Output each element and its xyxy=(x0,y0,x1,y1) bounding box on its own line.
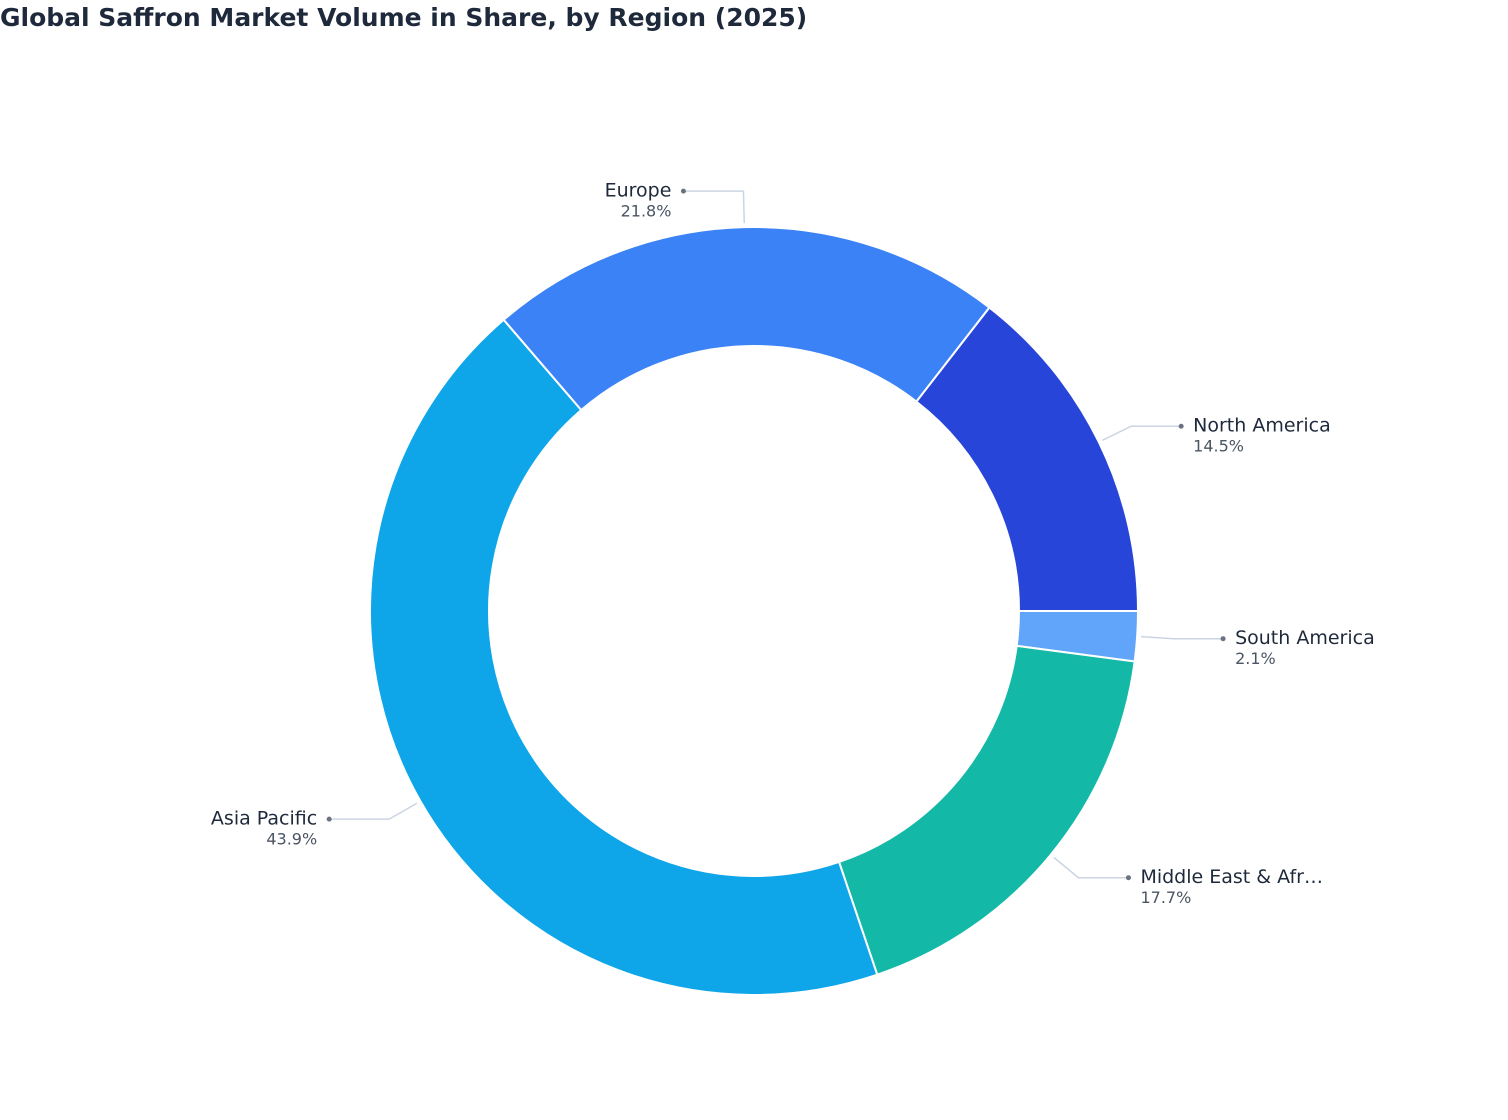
leader-line xyxy=(683,190,745,224)
leader-line xyxy=(1053,856,1129,879)
slice xyxy=(369,318,879,996)
slice-value-label: 14.5% xyxy=(1193,437,1244,456)
slice xyxy=(915,306,1140,612)
chart-title: Global Saffron Market Volume in Share, b… xyxy=(0,3,807,32)
leader-dot xyxy=(1125,875,1131,881)
leader-line xyxy=(329,802,418,820)
leader-line xyxy=(1141,635,1224,640)
slice-label: Middle East & Afr… xyxy=(1140,866,1323,888)
leader-dot xyxy=(1220,636,1226,642)
slice-value-label: 43.9% xyxy=(266,830,317,849)
slice-value-label: 21.8% xyxy=(621,202,672,221)
slice-label: Asia Pacific xyxy=(211,808,317,830)
slice-label: North America xyxy=(1193,415,1331,437)
slice-label: South America xyxy=(1235,627,1375,649)
slice xyxy=(837,644,1136,976)
slice-label: Europe xyxy=(605,180,672,202)
leader-line xyxy=(1102,425,1182,441)
leader-dot xyxy=(326,816,332,822)
slice xyxy=(502,226,991,412)
slice-value-label: 17.7% xyxy=(1140,888,1191,907)
leader-dot xyxy=(1178,423,1184,429)
leader-dot xyxy=(680,188,686,194)
slice-value-label: 2.1% xyxy=(1235,649,1276,668)
